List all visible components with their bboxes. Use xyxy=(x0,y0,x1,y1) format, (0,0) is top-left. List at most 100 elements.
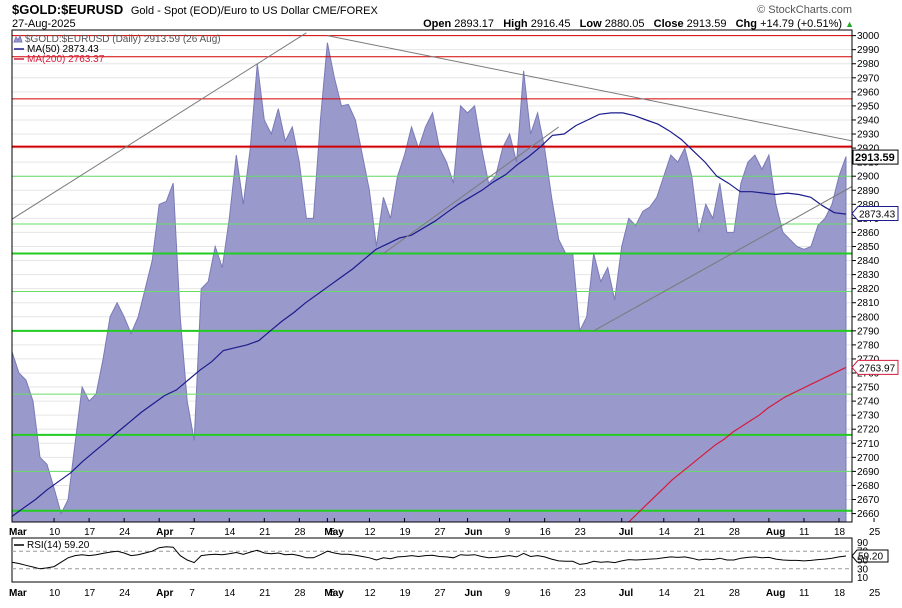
x-tick-label: 25 xyxy=(869,588,881,599)
high-value: 2916.45 xyxy=(530,18,571,30)
symbol-name: $GOLD:$EURUSD xyxy=(12,2,124,17)
symbol-title: $GOLD:$EURUSD Gold - Spot (EOD)/Euro to … xyxy=(12,2,378,17)
trend-line xyxy=(593,185,852,332)
change-value: +14.79 (+0.51%) xyxy=(760,18,843,30)
rsi-panel: RSI(14) 59.20 xyxy=(11,540,852,570)
x-tick-label: Apr xyxy=(156,527,173,538)
ma200-line xyxy=(628,366,847,522)
last-value-label-bold: 2913.59 xyxy=(852,149,899,165)
last-value-label-blue: 2873.43 xyxy=(851,206,899,222)
x-tick-label: 10 xyxy=(49,588,61,599)
x-tick-label: 19 xyxy=(399,588,411,599)
y-tick-label: 2790 xyxy=(857,326,880,337)
rsi-y-tick-label: 50 xyxy=(857,556,869,567)
x-tick-label: 27 xyxy=(435,527,447,538)
y-tick-label: 2860 xyxy=(857,228,880,239)
x-tick-label: 17 xyxy=(84,527,96,538)
x-tick-label: 24 xyxy=(119,588,131,599)
x-tick-label: 5 xyxy=(329,588,335,599)
value-box xyxy=(852,149,899,165)
legend-price: $GOLD:$EURUSD (Daily) 2913.59 (26 Aug) xyxy=(25,34,221,45)
x-tick-label: 19 xyxy=(399,527,411,538)
x-tick-label: Jun xyxy=(465,588,483,599)
rsi-y-tick-label: 90 xyxy=(857,538,869,549)
y-tick-label: 2840 xyxy=(857,256,880,267)
x-tick-label: 16 xyxy=(540,588,552,599)
low-value: 2880.05 xyxy=(604,18,645,30)
y-tick-label: 2900 xyxy=(857,172,880,183)
y-tick-label: 2850 xyxy=(857,242,880,253)
y-tick-label: 2800 xyxy=(857,312,880,323)
y-tick-label: 2930 xyxy=(857,130,880,141)
legend-rsi: RSI(14) 59.20 xyxy=(27,540,90,551)
x-tick-label: 7 xyxy=(189,527,195,538)
x-tick-label: Aug xyxy=(766,588,785,599)
x-tick-label: 28 xyxy=(294,527,306,538)
ma50-line xyxy=(12,112,847,517)
y-tick-label: 2960 xyxy=(857,87,880,98)
trend-line xyxy=(383,126,559,254)
y-tick-label: 2820 xyxy=(857,284,880,295)
x-tick-label: 12 xyxy=(364,588,376,599)
open-value: 2893.17 xyxy=(454,18,495,30)
y-tick-label: 2950 xyxy=(857,101,880,112)
y-tick-label: 2810 xyxy=(857,298,880,309)
trend-line xyxy=(327,35,852,142)
y-tick-label: 2700 xyxy=(857,453,880,464)
rsi-value-box xyxy=(851,549,889,563)
close-value: 2913.59 xyxy=(686,18,727,30)
y-tick-label: 2740 xyxy=(857,397,880,408)
x-tick-label: 11 xyxy=(799,527,810,538)
x-tick-label: 10 xyxy=(49,527,61,538)
x-tick-label: 23 xyxy=(575,588,587,599)
x-tick-label: 17 xyxy=(84,588,96,599)
y-tick-label: 2730 xyxy=(857,411,880,422)
x-tick-label: 27 xyxy=(435,588,447,599)
x-tick-label: Jun xyxy=(465,527,483,538)
x-tick-label: 21 xyxy=(694,527,706,538)
x-tick-label: Apr xyxy=(156,588,173,599)
x-tick-label: 14 xyxy=(659,588,671,599)
x-tick-label: Mar xyxy=(9,527,27,538)
rsi-panel-border xyxy=(11,537,853,583)
y-tick-label: 2710 xyxy=(857,439,880,450)
y-tick-label: 2780 xyxy=(857,340,880,351)
rsi-y-tick-label: 30 xyxy=(857,564,869,575)
x-tick-label: 21 xyxy=(259,588,271,599)
legend-ma200: MA(200) 2763.37 xyxy=(27,54,105,65)
legend-area-icon xyxy=(13,34,23,43)
y-tick-label: 2680 xyxy=(857,481,880,492)
chart-date: 27-Aug-2025 xyxy=(12,18,76,30)
value-text: 2763.97 xyxy=(859,363,896,374)
value-text: 2913.59 xyxy=(855,152,895,164)
up-arrow-icon: ▲ xyxy=(845,19,854,29)
value-text: 2873.43 xyxy=(859,210,896,221)
x-tick-label: 21 xyxy=(259,527,271,538)
y-tick-label: 2920 xyxy=(857,144,880,155)
ohlc-bar: Open 2893.17 High 2916.45 Low 2880.05 Cl… xyxy=(423,18,854,30)
x-tick-label: 28 xyxy=(729,588,741,599)
x-tick-label: 9 xyxy=(505,588,511,599)
y-tick-label: 2720 xyxy=(857,425,880,436)
y-tick-label: 2750 xyxy=(857,383,880,394)
x-tick-label: Mar xyxy=(9,588,27,599)
value-box xyxy=(851,206,899,222)
price-area xyxy=(12,42,847,522)
price-y-axis: 2660 2670 2680 2690 2700 2710 2720 2730 2740 2750… xyxy=(852,31,880,520)
x-tick-label: May xyxy=(324,588,344,599)
x-tick-label: 5 xyxy=(329,527,335,538)
y-tick-label: 2940 xyxy=(857,115,880,126)
x-tick-label: May xyxy=(324,527,344,538)
rsi-line xyxy=(11,546,847,570)
y-tick-label: 2660 xyxy=(857,509,880,520)
x-tick-label: 18 xyxy=(834,588,846,599)
y-tick-label: 3000 xyxy=(857,31,880,42)
price-legend: $GOLD:$EURUSD (Daily) 2913.59 (26 Aug)MA… xyxy=(13,34,221,65)
x-tick-label: 14 xyxy=(224,527,236,538)
y-tick-label: 2880 xyxy=(857,200,880,211)
x-tick-label: 11 xyxy=(799,588,810,599)
legend-ma50: MA(50) 2873.43 xyxy=(27,44,99,55)
